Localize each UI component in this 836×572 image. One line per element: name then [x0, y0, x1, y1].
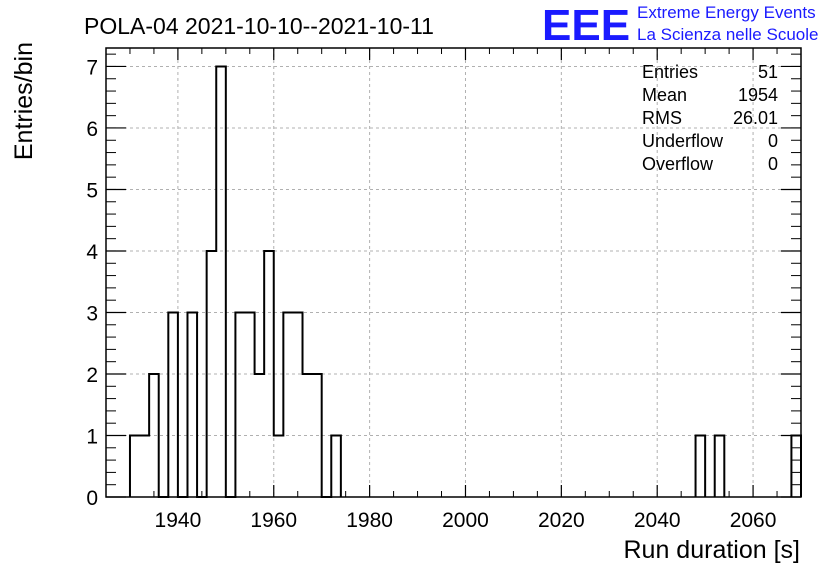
- histogram-bin: [245, 312, 255, 497]
- x-tick-label: 1960: [250, 509, 297, 532]
- histogram-bin: [303, 374, 313, 497]
- logo-mark: EEE: [542, 1, 630, 50]
- x-tick-label: 2060: [730, 509, 777, 532]
- histogram-bin: [187, 312, 197, 497]
- stats-label: Entries: [642, 62, 698, 82]
- x-tick-label: 2020: [538, 509, 585, 532]
- histogram-bin: [255, 374, 265, 497]
- axis-ticks: [105, 48, 802, 498]
- histogram-bin: [715, 435, 725, 497]
- stats-value: 0: [768, 154, 778, 174]
- stats-label: Mean: [642, 85, 687, 105]
- histogram-bin: [207, 251, 217, 497]
- y-tick-label: 7: [86, 56, 98, 79]
- histogram-bin: [140, 435, 150, 497]
- y-tick-label: 0: [86, 487, 98, 510]
- y-tick-label: 6: [86, 118, 98, 141]
- stats-value: 0: [768, 131, 778, 151]
- histogram-bin: [331, 435, 341, 497]
- eee-logo: EEE Extreme Energy Events La Scienza nel…: [542, 1, 818, 50]
- stats-value: 1954: [738, 85, 778, 105]
- histogram-bin: [264, 251, 274, 497]
- histogram-bin: [216, 66, 226, 497]
- y-tick-label: 2: [86, 364, 98, 387]
- logo-line-2: La Scienza nelle Scuole: [637, 25, 818, 44]
- stats-label: RMS: [642, 108, 682, 128]
- y-tick-label: 4: [86, 241, 98, 264]
- x-tick-label: 2000: [442, 509, 489, 532]
- stats-box: Entries 51 Mean 1954 RMS 26.01 Underflow 0 Overf…: [642, 62, 778, 174]
- y-tick-label: 3: [86, 302, 98, 325]
- histogram-bin: [235, 312, 245, 497]
- x-axis-title: Run duration [s]: [624, 536, 801, 564]
- x-tick-label: 1980: [346, 509, 393, 532]
- x-tick-labels: 1940 1960 1980 2000 2020 2040 2060: [155, 509, 777, 532]
- stats-label: Overflow: [642, 154, 714, 174]
- histogram-bin: [791, 435, 801, 497]
- histogram-bin: [274, 435, 284, 497]
- y-tick-labels: 0 1 2 3 4 5 6 7: [86, 56, 98, 510]
- histogram-bin: [293, 312, 303, 497]
- histogram-bin: [312, 374, 322, 497]
- y-axis-title: Entries/bin: [10, 42, 38, 160]
- histogram-bin: [696, 435, 706, 497]
- stats-value: 51: [758, 62, 778, 82]
- stats-value: 26.01: [733, 108, 778, 128]
- stats-label: Underflow: [642, 131, 724, 151]
- logo-line-1: Extreme Energy Events: [637, 3, 816, 22]
- x-tick-label: 1940: [155, 509, 202, 532]
- histogram-bin: [149, 374, 159, 497]
- histogram-bin: [130, 435, 140, 497]
- histogram-bin: [283, 312, 293, 497]
- y-tick-label: 5: [86, 179, 98, 202]
- chart-title: POLA-04 2021-10-10--2021-10-11: [84, 13, 434, 39]
- y-tick-label: 1: [86, 425, 98, 448]
- x-tick-label: 2040: [634, 509, 681, 532]
- histogram-bin: [168, 312, 178, 497]
- plot-frame: [105, 47, 802, 498]
